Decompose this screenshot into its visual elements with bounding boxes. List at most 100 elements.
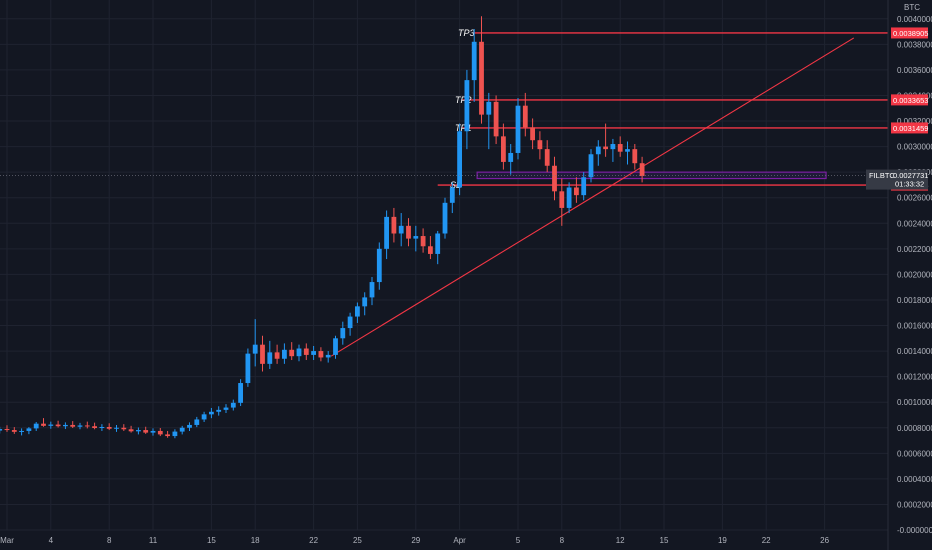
y-unit-label: BTC (904, 3, 920, 12)
candle-body (121, 427, 127, 430)
candle (369, 276, 375, 306)
candle-body (84, 425, 90, 427)
candle-body (157, 430, 163, 435)
candle-body (442, 202, 448, 234)
candle (128, 425, 134, 433)
candle (55, 420, 61, 428)
candle (588, 149, 594, 183)
candle-body (194, 419, 200, 425)
candle (355, 302, 360, 323)
candle-body (48, 424, 54, 426)
candle (187, 422, 192, 431)
candle-body (471, 41, 477, 81)
x-tick-label: 26 (820, 536, 829, 545)
candle-body (486, 101, 492, 115)
candle (201, 411, 207, 423)
countdown-text: 01:33:32 (895, 180, 924, 189)
y-tick-label: 0.0014000 (897, 347, 932, 356)
candle-body (479, 41, 484, 115)
candle (325, 351, 331, 363)
candle (471, 29, 477, 102)
candle-body (464, 80, 470, 132)
candle-body (282, 349, 287, 359)
candle (566, 182, 572, 214)
candle-body (303, 348, 309, 355)
x-tick-label: 8 (560, 536, 565, 545)
candle (384, 210, 389, 260)
trendline-group (330, 37, 855, 357)
candle-body (187, 424, 192, 428)
y-tick-label: 0.0008000 (897, 424, 932, 433)
candle (179, 425, 185, 435)
x-tick-label: 4 (49, 536, 54, 545)
x-tick-label: 22 (309, 536, 318, 545)
candle (121, 424, 127, 431)
candle (625, 141, 630, 165)
candle (559, 178, 565, 226)
candle-body (209, 411, 214, 415)
candle (41, 418, 46, 427)
candle (194, 416, 200, 428)
candle (552, 156, 557, 201)
level-label-tp1: TP1 (455, 123, 472, 133)
candle (595, 140, 601, 166)
x-tick-label: 22 (762, 536, 771, 545)
candle-body (632, 149, 638, 164)
candle-body (179, 427, 185, 432)
candle (391, 207, 397, 243)
price-tag-tp3 (891, 27, 928, 39)
candle (333, 335, 338, 359)
candle-body (376, 248, 382, 283)
time-axis[interactable]: Mar 4 8 11 15 18 22 25 29 Apr 5 8 12 15 19 22 26 (0, 536, 829, 545)
candle-body (406, 225, 411, 239)
x-tick-label: Mar (0, 536, 14, 545)
candle-body (77, 425, 83, 427)
y-tick-label: 0.0036000 (897, 66, 932, 75)
candle (435, 230, 441, 265)
candle-body (355, 306, 360, 317)
candle (632, 144, 638, 170)
grid-lines (0, 0, 888, 531)
y-tick-label: 0.0016000 (897, 322, 932, 331)
price-tag-text-tp1: 0.0031459 (893, 124, 928, 133)
candle-body (581, 177, 587, 196)
candle-body (296, 348, 302, 357)
candle (143, 426, 149, 434)
y-tick-label: 0.0038000 (897, 40, 932, 49)
candle-body (128, 429, 134, 432)
candle-body (289, 349, 295, 357)
candle-body (252, 344, 258, 354)
candle-body (340, 328, 346, 339)
candle-body (4, 429, 10, 431)
candle-body (26, 428, 32, 431)
candle (449, 182, 455, 214)
candle-body (435, 233, 441, 254)
candle (282, 343, 287, 364)
candle (311, 345, 316, 361)
candle (574, 177, 579, 203)
candle (223, 404, 229, 414)
x-tick-label: 15 (207, 536, 216, 545)
current-price-tag (866, 169, 928, 190)
candle-body (544, 149, 550, 166)
trendline (330, 37, 855, 357)
candle-body (566, 187, 572, 208)
candle-body (33, 423, 39, 429)
candle-body (0, 429, 3, 431)
candle (99, 424, 105, 431)
candle (581, 172, 587, 201)
x-tick-label: 15 (660, 536, 669, 545)
candle (136, 427, 141, 435)
candle-body (41, 423, 46, 426)
candle (33, 422, 39, 431)
candle (165, 430, 170, 438)
candle (508, 144, 514, 175)
candle-body (230, 402, 236, 408)
candle-body (617, 144, 623, 152)
y-tick-label: 0.0022000 (897, 245, 932, 254)
candle (464, 69, 470, 150)
candle-body (384, 216, 389, 249)
candle-body (595, 146, 601, 155)
